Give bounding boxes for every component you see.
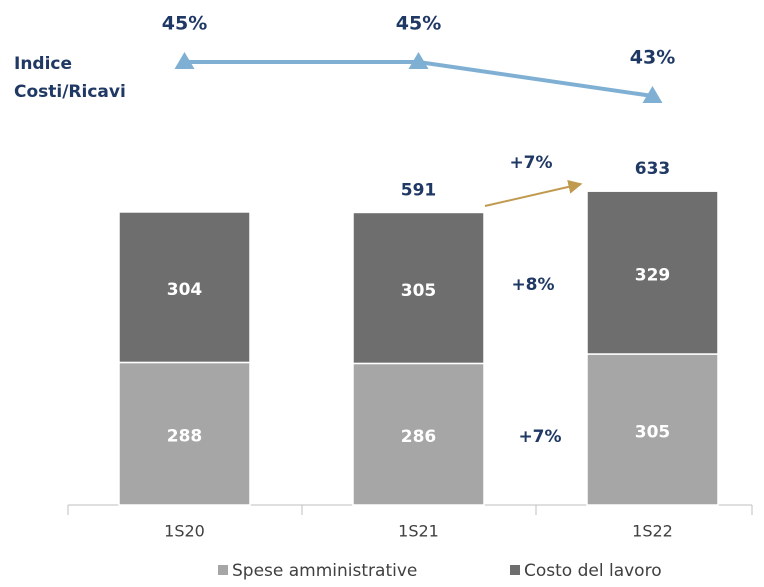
legend-label: Spese amministrative [232,561,417,581]
x-tick-label: 1S21 [398,522,439,541]
bar-segment [118,211,251,364]
growth-arrow [484,179,583,207]
growth-annotation: +7% [509,153,552,173]
bar-value-label: 286 [401,427,437,447]
line-marker [642,86,663,103]
bar-value-label: 288 [167,427,203,447]
total-label: 591 [401,180,437,200]
line-value-label: 45% [396,13,441,35]
legend-swatch [510,565,520,575]
bar-value-label: 305 [401,281,437,301]
line-marker [408,52,429,69]
legend-label: Costo del lavoro [524,561,662,581]
legend-swatch [218,565,228,575]
line-label: Indice Costi/Ricavi [14,54,126,102]
growth-annotation: +8% [511,275,554,295]
bar-value-label: 329 [635,266,671,286]
total-label: 633 [635,159,671,179]
bar-segment [586,190,719,355]
growth-annotation: +7% [518,427,561,447]
bar-segment [118,361,251,506]
bar-segment [352,362,485,506]
line-value-label: 45% [162,13,207,35]
line-marker [174,52,195,69]
bar-value-label: 304 [167,280,203,300]
bar-segment [352,211,485,365]
bar-value-label: 305 [635,423,671,443]
x-tick-label: 1S20 [164,522,205,541]
x-tick-label: 1S22 [632,522,673,541]
line-value-label: 43% [630,47,675,69]
